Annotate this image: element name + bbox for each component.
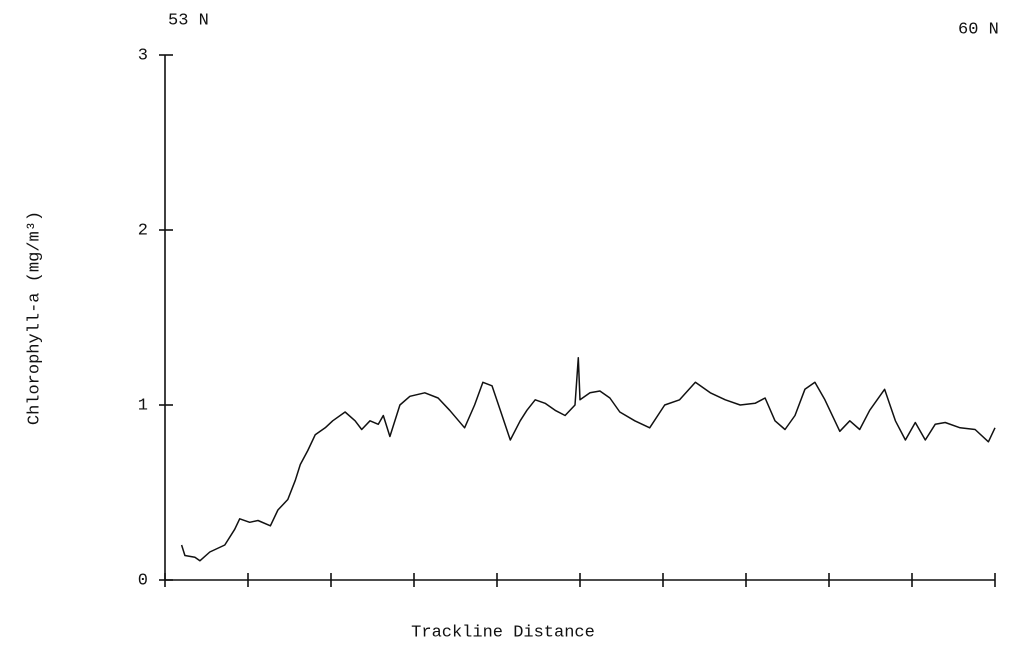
x-axis-label: Trackline Distance — [411, 623, 595, 642]
data-line — [180, 357, 996, 562]
y-tick-label: 1 — [138, 396, 148, 415]
y-tick-label: 2 — [138, 221, 148, 240]
y-tick-label: 0 — [138, 571, 148, 590]
annotation: 53 N — [168, 11, 209, 30]
y-tick-label: 3 — [138, 46, 148, 65]
y-axis-label: Chlorophyll-a (mg/m³) — [25, 211, 44, 425]
annotation: 60 N — [958, 20, 999, 39]
